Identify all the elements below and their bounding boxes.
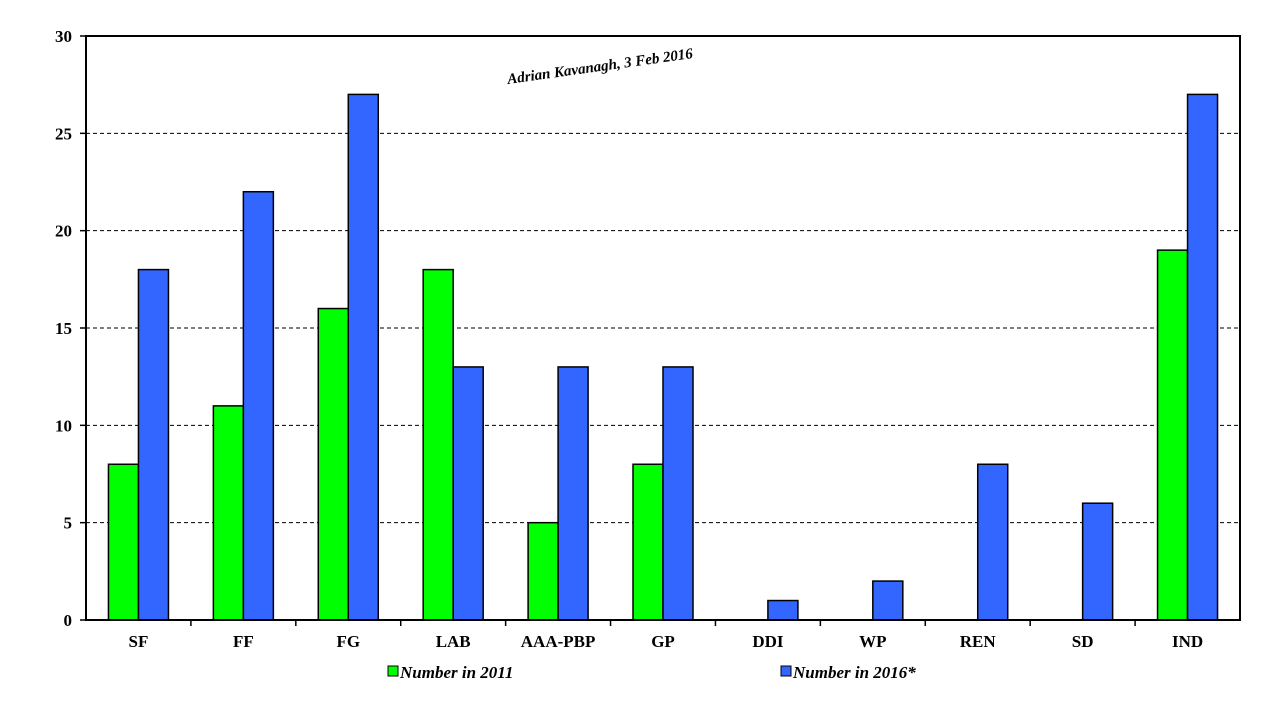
bar-2011-gp [632, 463, 664, 621]
bar-2011-fg [317, 307, 350, 621]
y-tick-labels: 0 5 10 15 20 25 30 [55, 27, 86, 630]
bar-2016-ren [976, 463, 1009, 621]
bar-2016-ind [1186, 93, 1219, 621]
legend-label-2011: Number in 2011 [399, 663, 513, 682]
y-tick-label: 15 [55, 319, 72, 338]
x-tick-label: WP [859, 632, 886, 651]
y-tick-label: 30 [55, 27, 72, 46]
bar-2016-ddi [767, 599, 799, 621]
x-tick-label: DDI [752, 632, 784, 651]
legend-swatch-2011 [387, 665, 399, 677]
bar-2016-ff [242, 190, 275, 621]
x-tick-label: AAA-PBP [521, 632, 596, 651]
bar-2016-lab [452, 366, 484, 621]
bar-2016-fg [347, 93, 380, 621]
bars [107, 93, 1219, 621]
legend-swatch-2016 [780, 665, 792, 677]
x-tick-label: GP [651, 632, 675, 651]
x-tick-label: LAB [436, 632, 471, 651]
x-tick-label: SF [129, 632, 149, 651]
y-tick-label: 5 [64, 514, 73, 533]
bar-2011-ff [212, 405, 245, 621]
bar-2016-wp [872, 580, 904, 621]
x-tick-label: FG [336, 632, 360, 651]
x-tick-label: REN [960, 632, 997, 651]
legend-label-2016: Number in 2016* [792, 663, 916, 682]
bar-2011-sf [107, 463, 140, 621]
y-tick-label: 20 [55, 222, 72, 241]
bar-2016-gp [662, 366, 694, 621]
y-tick-label: 0 [64, 611, 73, 630]
author-annotation: Adrian Kavanagh, 3 Feb 2016 [505, 46, 694, 88]
gridlines [86, 132, 1240, 524]
y-tick-label: 10 [55, 416, 72, 435]
x-tick-label: SD [1072, 632, 1094, 651]
bar-2011-aaa-pbp [527, 521, 559, 621]
x-tick-labels: SF FF FG LAB AAA-PBP GP DDI WP REN SD IND [129, 620, 1203, 651]
x-tick-label: IND [1172, 632, 1203, 651]
bar-2016-aaa-pbp [557, 366, 589, 621]
bar-2016-sf [137, 268, 170, 621]
legend: Number in 2011 Number in 2016* [387, 663, 916, 682]
x-tick-label: FF [233, 632, 254, 651]
bar-2016-sd [1081, 502, 1114, 621]
bar-2011-ind [1156, 249, 1189, 621]
bar-2011-lab [422, 268, 454, 621]
y-tick-label: 25 [55, 124, 72, 143]
plot-area-frame [85, 35, 1241, 621]
